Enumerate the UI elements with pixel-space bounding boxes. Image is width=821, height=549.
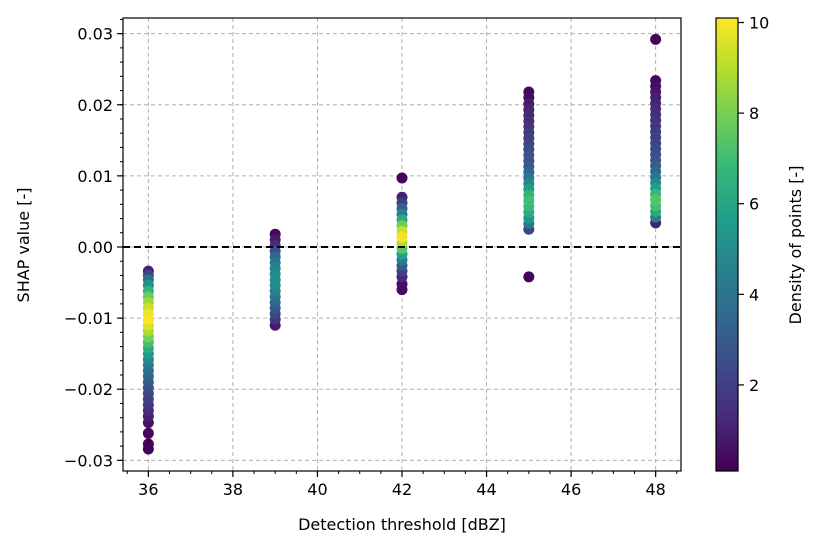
data-point: [142, 314, 154, 326]
x-tick-label: 40: [307, 480, 327, 499]
y-tick-label: 0.02: [77, 96, 113, 115]
colorbar-ticks: 2 4 6 8 10: [738, 14, 769, 395]
colorbar-tick-label: 6: [749, 195, 759, 214]
x-tick-label: 38: [223, 480, 243, 499]
x-tick-label: 44: [476, 480, 496, 499]
x-tick-label: 36: [138, 480, 158, 499]
colorbar-label: Density of points [-]: [786, 166, 805, 325]
x-tick-label: 42: [392, 480, 412, 499]
y-tick-label: 0.00: [77, 238, 113, 257]
data-point: [650, 194, 662, 206]
x-tick-label: 46: [561, 480, 581, 499]
y-axis-label: SHAP value [-]: [14, 188, 33, 303]
x-axis-ticks: 36 38 40 42 44 46 48: [126, 471, 678, 499]
data-point: [269, 274, 281, 286]
y-tick-label: 0.01: [77, 167, 113, 186]
y-axis-ticks: −0.03 −0.02 −0.01 0.00 0.01 0.02 0.03: [64, 18, 123, 470]
y-tick-label: 0.03: [77, 25, 113, 44]
y-tick-label: −0.01: [64, 309, 113, 328]
data-point: [523, 195, 535, 207]
data-points: [142, 33, 662, 455]
colorbar-tick-label: 8: [749, 104, 759, 123]
data-point: [142, 438, 154, 450]
data-point: [396, 172, 408, 184]
x-axis-label: Detection threshold [dBZ]: [298, 515, 506, 534]
y-tick-label: −0.02: [64, 380, 113, 399]
data-point: [142, 427, 154, 439]
y-tick-label: −0.03: [64, 451, 113, 470]
data-point: [523, 271, 535, 283]
colorbar: [715, 17, 739, 472]
colorbar-tick-label: 10: [749, 14, 769, 33]
data-point: [650, 33, 662, 45]
x-tick-label: 48: [645, 480, 665, 499]
colorbar-tick-label: 2: [749, 376, 759, 395]
data-point: [396, 231, 408, 243]
colorbar-tick-label: 4: [749, 285, 759, 304]
